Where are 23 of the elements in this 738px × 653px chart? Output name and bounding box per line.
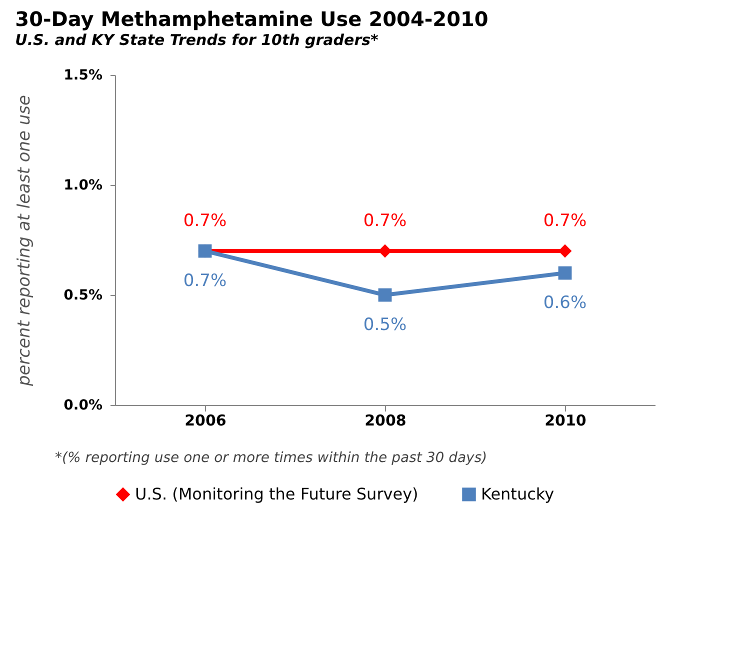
y-axis-title: percent reporting at least one use	[14, 94, 35, 388]
legend-label: Kentucky	[481, 484, 554, 504]
data-label: 0.7%	[543, 211, 587, 231]
y-tick-label: 0.0%	[64, 398, 102, 414]
point	[558, 266, 572, 280]
y-tick-label: 0.5%	[64, 288, 102, 304]
data-label: 0.7%	[183, 271, 227, 291]
legend-label: U.S. (Monitoring the Future Survey)	[135, 484, 418, 504]
y-tick-label: 1.5%	[64, 68, 102, 84]
y-tick-label: 1.0%	[64, 178, 102, 194]
data-label: 0.7%	[363, 211, 407, 231]
chart-subtitle: U.S. and KY State Trends for 10th graders*	[15, 31, 379, 49]
point	[378, 288, 392, 302]
text: *(% reporting use one or more times within the past 30 days)	[55, 450, 488, 466]
data-label: 0.7%	[183, 211, 227, 231]
x-tick-label: 2008	[364, 412, 406, 430]
chart-title: 30-Day Methamphetamine Use 2004-2010	[15, 7, 488, 31]
point	[558, 244, 572, 258]
x-tick-label: 2010	[544, 412, 586, 430]
x-tick-label: 2006	[184, 412, 226, 430]
data-label: 0.5%	[363, 315, 407, 335]
point	[378, 244, 392, 258]
data-label: 0.6%	[543, 293, 587, 313]
